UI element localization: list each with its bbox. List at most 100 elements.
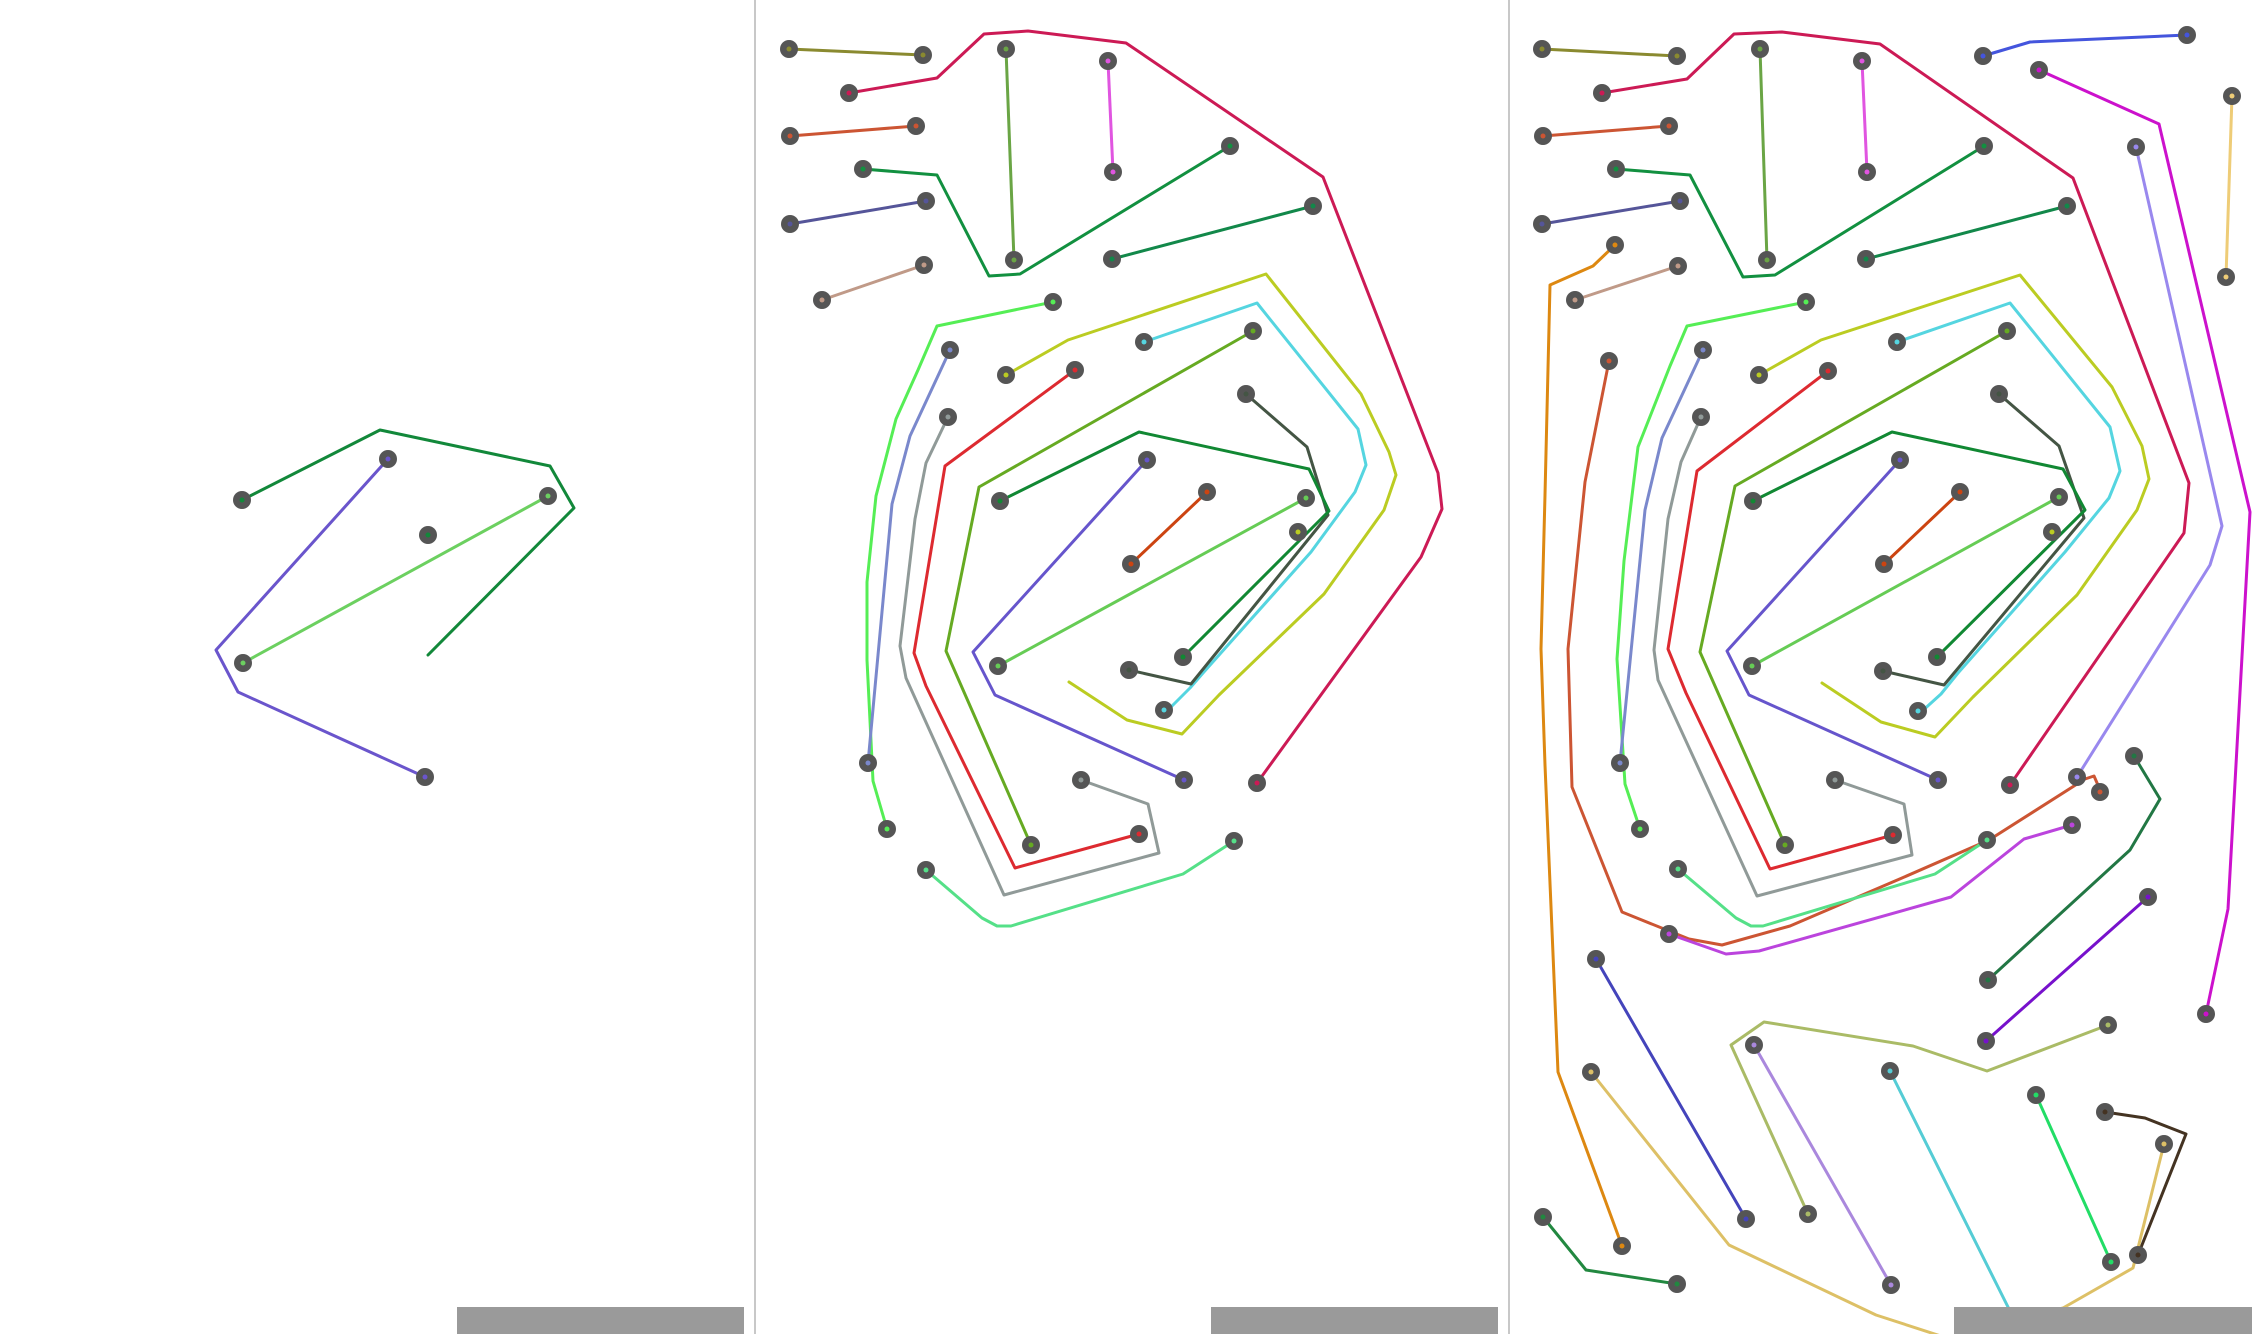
wire-node-port [1003,46,1009,52]
wire[interactable] [2034,1093,2113,1264]
wire[interactable] [912,368,1141,870]
wire[interactable] [1004,272,1398,736]
wire[interactable] [1751,430,2087,659]
wire-node-port [1072,367,1078,373]
wire[interactable] [2075,145,2224,779]
wire[interactable] [1864,204,2069,261]
wire-node-port [995,663,1001,669]
wire-node-port [1078,777,1084,783]
wire[interactable] [1725,458,1940,782]
wire[interactable] [865,300,1055,831]
wire[interactable] [1986,754,2162,982]
wire-node-port [1612,242,1618,248]
wire[interactable] [241,494,550,665]
wire[interactable] [214,457,427,779]
wire[interactable] [1614,144,1986,279]
wire[interactable] [1004,47,1016,262]
wire[interactable] [2103,1110,2188,1257]
wire-node-port [1181,777,1187,783]
wire-node-port [1764,257,1770,263]
wire[interactable] [861,144,1232,278]
wire-node-port [1980,53,1986,59]
wire[interactable] [1666,369,1895,871]
wire[interactable] [1752,1043,1893,1287]
wire[interactable] [1539,243,1624,1248]
wire-node-port [1105,58,1111,64]
wire[interactable] [1750,495,2061,668]
wire[interactable] [898,415,1161,897]
wire[interactable] [1540,47,1679,58]
panel-small[interactable]: nodes:10 60.0 fps [0,0,754,1334]
wire[interactable] [1618,348,1705,765]
wire-canvas-medium[interactable] [756,0,1508,1334]
wire[interactable] [847,29,1444,785]
wire[interactable] [1729,1020,2110,1216]
wire-node-port [2203,1011,2209,1017]
panel-divider-1 [754,0,756,1334]
panel-large[interactable]: nodes:118 59.9 fps [1510,0,2252,1334]
wire-node-port [1180,654,1186,660]
wire-node-port [1617,760,1623,766]
wire[interactable] [1541,1215,1679,1286]
wire[interactable] [1615,300,1808,831]
wire[interactable] [1589,1070,2166,1334]
wire[interactable] [1573,264,1680,302]
wire[interactable] [1984,895,2150,1043]
wire[interactable] [788,124,918,138]
panel-medium[interactable]: nodes:67 60.0 fps [756,0,1508,1334]
wire[interactable] [1757,273,2151,739]
wire-node-port [1756,372,1762,378]
wire[interactable] [1127,392,1330,686]
wire-layer [1539,30,2252,1334]
wire[interactable] [788,199,928,226]
wire[interactable] [1566,359,2103,947]
wire[interactable] [240,428,576,657]
wire-canvas-large[interactable] [1510,0,2252,1334]
wire[interactable] [1895,301,2122,715]
wire[interactable] [2037,68,2252,1016]
wire-node-port [2007,782,2013,788]
wire[interactable] [1860,59,1869,174]
wire[interactable] [1667,823,2074,956]
wire[interactable] [998,430,1331,659]
wire[interactable] [971,458,1186,782]
wire[interactable] [924,839,1236,928]
wire-node-port [425,532,431,538]
wire[interactable] [1600,30,2191,787]
wire-node-port [1231,838,1237,844]
wire[interactable] [1652,415,1914,898]
wire[interactable] [1142,301,1368,714]
wire-canvas-small[interactable] [0,0,754,1334]
wire[interactable] [1758,47,1769,262]
wire[interactable] [1540,199,1682,226]
wire[interactable] [1106,59,1115,174]
wire[interactable] [1698,329,2009,847]
wire-node-port [1141,339,1147,345]
wire[interactable] [1594,957,1748,1221]
wire-node-port [1894,339,1900,345]
wire[interactable] [1888,1069,2017,1323]
wire[interactable] [1110,204,1315,261]
wire[interactable] [1981,33,2189,58]
wire[interactable] [1881,392,2086,687]
wire[interactable] [1541,124,1671,138]
wire-node-port [1110,169,1116,175]
wire-layer [214,428,576,779]
wire[interactable] [1676,838,1989,928]
wire[interactable] [1129,490,1209,566]
wire[interactable] [944,329,1255,847]
wire-node-port [1981,143,1987,149]
wire[interactable] [866,348,952,765]
wire[interactable] [996,496,1308,668]
wire-node-port [422,774,428,780]
wire-node-port [1613,166,1619,172]
wire-node-port [1935,777,1941,783]
wire-node-port [1050,299,1056,305]
wire[interactable] [1882,490,1962,566]
wire[interactable] [820,263,926,302]
wire[interactable] [2224,94,2234,279]
wire-node-port [2223,274,2229,280]
wire[interactable] [787,47,925,57]
wire-node-port [1003,372,1009,378]
